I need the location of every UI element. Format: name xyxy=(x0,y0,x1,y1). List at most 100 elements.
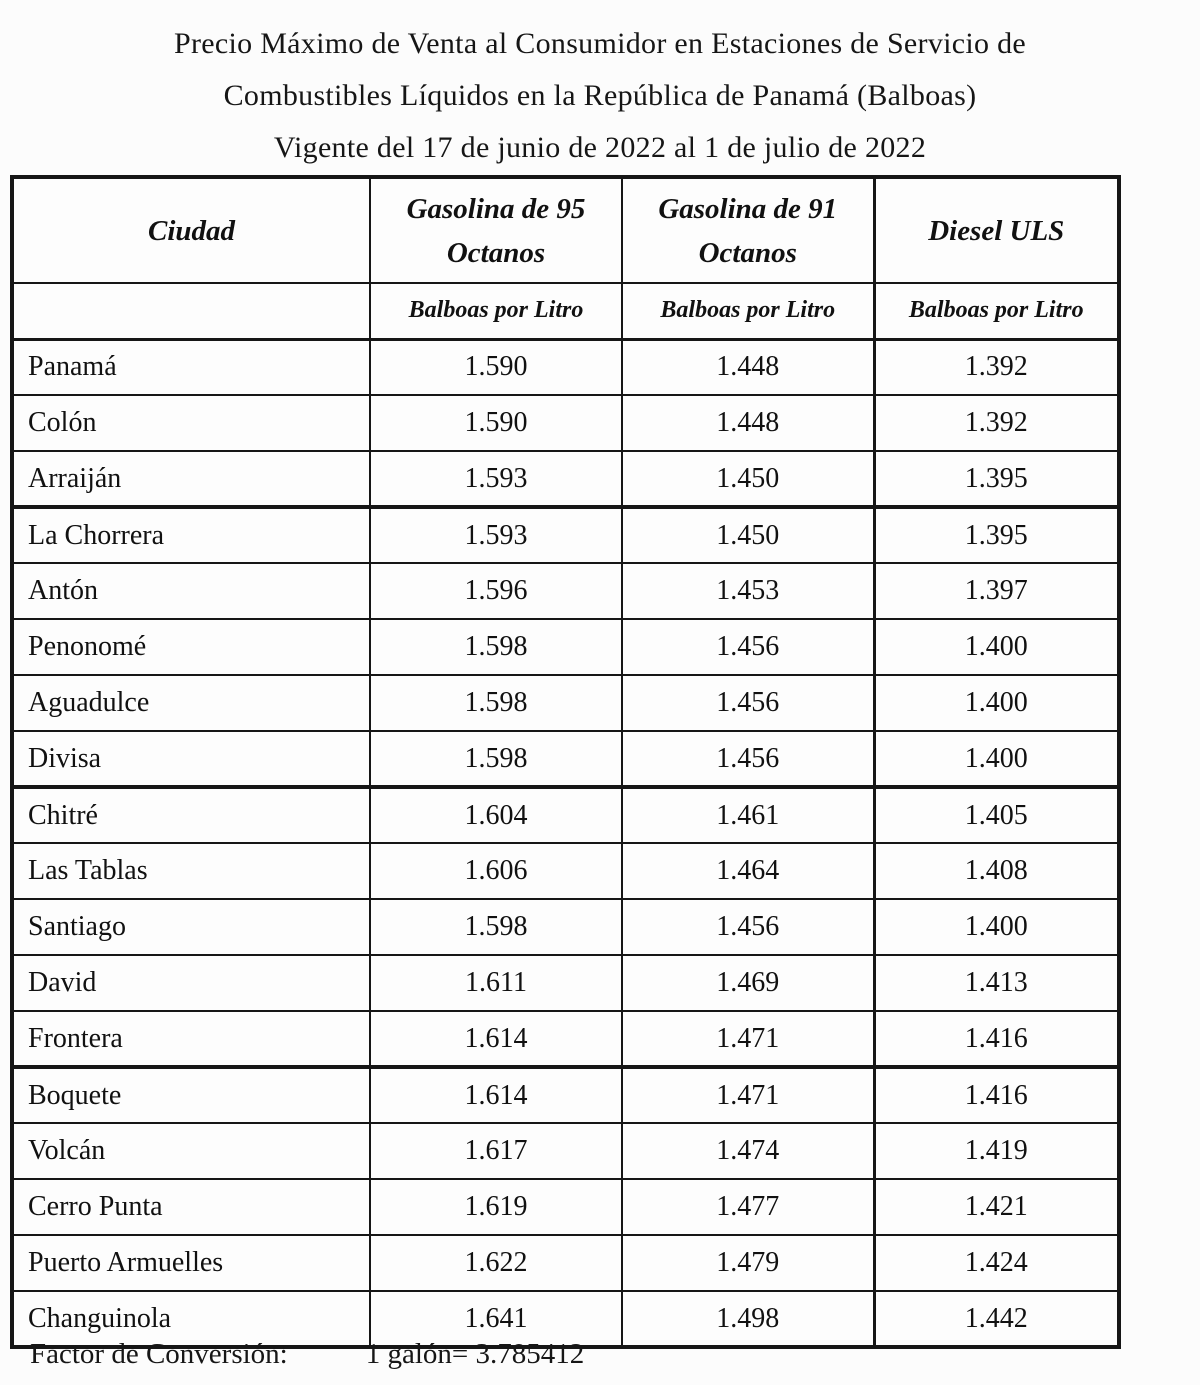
price-cell-gasolina-95: 1.598 xyxy=(369,618,623,676)
table-row: Boquete 1.614 1.471 1.416 xyxy=(11,1065,1120,1124)
unit-cell-gasolina-95: Balboas por Litro xyxy=(369,282,623,341)
price-cell-gasolina-95: 1.604 xyxy=(369,785,623,844)
table-row: Frontera 1.614 1.471 1.416 xyxy=(11,1010,1120,1068)
price-cell-gasolina-91: 1.474 xyxy=(621,1122,875,1180)
price-cell-diesel-uls: 1.400 xyxy=(872,618,1120,676)
city-cell: Aguadulce xyxy=(11,674,371,732)
city-cell: La Chorrera xyxy=(11,505,371,564)
table-row: Puerto Armuelles 1.622 1.479 1.424 xyxy=(11,1234,1120,1292)
table-row: Santiago 1.598 1.456 1.400 xyxy=(11,898,1120,956)
price-cell-diesel-uls: 1.442 xyxy=(872,1290,1120,1348)
price-cell-gasolina-91: 1.471 xyxy=(621,1065,875,1124)
price-cell-gasolina-91: 1.479 xyxy=(621,1234,875,1292)
table-row: Changuinola 1.641 1.498 1.442 xyxy=(11,1290,1120,1348)
price-cell-diesel-uls: 1.397 xyxy=(872,562,1120,620)
price-cell-diesel-uls: 1.400 xyxy=(872,730,1120,788)
city-cell: Puerto Armuelles xyxy=(11,1234,371,1292)
city-cell: Antón xyxy=(11,562,371,620)
price-cell-gasolina-95: 1.611 xyxy=(369,954,623,1012)
column-header-city: Ciudad xyxy=(11,176,371,284)
column-header-gasolina-95: Gasolina de 95 Octanos xyxy=(369,176,623,284)
price-cell-gasolina-95: 1.617 xyxy=(369,1122,623,1180)
city-cell: Colón xyxy=(11,394,371,452)
price-cell-gasolina-91: 1.464 xyxy=(621,842,875,900)
conversion-factor-label: Factor de Conversión: xyxy=(30,1338,288,1370)
table-row: Volcán 1.617 1.474 1.419 xyxy=(11,1122,1120,1180)
column-header-gasolina-91: Gasolina de 91 Octanos xyxy=(621,176,875,284)
price-cell-gasolina-95: 1.614 xyxy=(369,1065,623,1124)
price-cell-diesel-uls: 1.421 xyxy=(872,1178,1120,1236)
price-cell-diesel-uls: 1.424 xyxy=(872,1234,1120,1292)
price-cell-gasolina-95: 1.593 xyxy=(369,450,623,508)
table-row: David 1.611 1.469 1.413 xyxy=(11,954,1120,1012)
table-body: Panamá 1.590 1.448 1.392 Colón 1.590 1.448 1.39… xyxy=(11,338,1120,1348)
table-row: Panamá 1.590 1.448 1.392 xyxy=(11,338,1120,396)
price-cell-diesel-uls: 1.419 xyxy=(872,1122,1120,1180)
price-cell-diesel-uls: 1.395 xyxy=(872,450,1120,508)
city-cell: Divisa xyxy=(11,730,371,788)
price-cell-gasolina-91: 1.453 xyxy=(621,562,875,620)
table-row: Colón 1.590 1.448 1.392 xyxy=(11,394,1120,452)
price-cell-gasolina-91: 1.471 xyxy=(621,1010,875,1068)
fuel-price-table: Ciudad Gasolina de 95 Octanos Gasolina d… xyxy=(10,175,1121,1349)
price-cell-gasolina-91: 1.456 xyxy=(621,618,875,676)
unit-cell-empty xyxy=(11,282,371,341)
table-row: Arraiján 1.593 1.450 1.395 xyxy=(11,450,1120,508)
unit-cell-gasolina-91: Balboas por Litro xyxy=(621,282,875,341)
price-cell-diesel-uls: 1.392 xyxy=(872,338,1120,396)
price-cell-gasolina-95: 1.593 xyxy=(369,505,623,564)
price-cell-diesel-uls: 1.392 xyxy=(872,394,1120,452)
price-cell-diesel-uls: 1.395 xyxy=(872,505,1120,564)
price-cell-gasolina-95: 1.596 xyxy=(369,562,623,620)
price-cell-gasolina-91: 1.456 xyxy=(621,898,875,956)
table-header-row: Ciudad Gasolina de 95 Octanos Gasolina d… xyxy=(11,176,1120,284)
price-cell-diesel-uls: 1.413 xyxy=(872,954,1120,1012)
city-cell: Frontera xyxy=(11,1010,371,1068)
price-cell-gasolina-95: 1.641 xyxy=(369,1290,623,1348)
city-cell: Penonomé xyxy=(11,618,371,676)
price-cell-gasolina-91: 1.477 xyxy=(621,1178,875,1236)
title-line-3: Vigente del 17 de junio de 2022 al 1 de … xyxy=(273,131,927,164)
city-cell: Cerro Punta xyxy=(11,1178,371,1236)
title-line-1: Precio Máximo de Venta al Consumidor en … xyxy=(173,27,1027,60)
price-cell-gasolina-91: 1.448 xyxy=(621,394,875,452)
price-cell-gasolina-95: 1.598 xyxy=(369,674,623,732)
price-cell-gasolina-95: 1.619 xyxy=(369,1178,623,1236)
price-cell-gasolina-91: 1.448 xyxy=(621,338,875,396)
city-cell: Chitré xyxy=(11,785,371,844)
price-cell-diesel-uls: 1.400 xyxy=(872,674,1120,732)
table-unit-row: Balboas por Litro Balboas por Litro Balb… xyxy=(11,282,1120,341)
price-cell-gasolina-95: 1.590 xyxy=(369,394,623,452)
price-cell-gasolina-95: 1.598 xyxy=(369,898,623,956)
city-cell: Boquete xyxy=(11,1065,371,1124)
price-cell-gasolina-91: 1.456 xyxy=(621,674,875,732)
column-header-diesel-uls: Diesel ULS xyxy=(872,176,1120,284)
table-row: Aguadulce 1.598 1.456 1.400 xyxy=(11,674,1120,732)
city-cell: Arraiján xyxy=(11,450,371,508)
price-cell-diesel-uls: 1.416 xyxy=(872,1065,1120,1124)
table-row: Antón 1.596 1.453 1.397 xyxy=(11,562,1120,620)
price-cell-gasolina-91: 1.450 xyxy=(621,450,875,508)
price-cell-diesel-uls: 1.400 xyxy=(872,898,1120,956)
price-cell-gasolina-95: 1.614 xyxy=(369,1010,623,1068)
table-row: Chitré 1.604 1.461 1.405 xyxy=(11,785,1120,844)
price-cell-gasolina-91: 1.469 xyxy=(621,954,875,1012)
city-cell: Volcán xyxy=(11,1122,371,1180)
city-cell: Panamá xyxy=(11,338,371,396)
table-row: Penonomé 1.598 1.456 1.400 xyxy=(11,618,1120,676)
price-cell-gasolina-91: 1.456 xyxy=(621,730,875,788)
city-cell: Changuinola xyxy=(11,1290,371,1348)
price-cell-gasolina-91: 1.461 xyxy=(621,785,875,844)
price-cell-gasolina-95: 1.590 xyxy=(369,338,623,396)
price-cell-diesel-uls: 1.408 xyxy=(872,842,1120,900)
city-cell: Las Tablas xyxy=(11,842,371,900)
price-cell-gasolina-95: 1.598 xyxy=(369,730,623,788)
title-line-2: Combustibles Líquidos en la República de… xyxy=(223,79,977,112)
table-row: Las Tablas 1.606 1.464 1.408 xyxy=(11,842,1120,900)
city-cell: Santiago xyxy=(11,898,371,956)
conversion-factor-value: 1 galón= 3.785412 xyxy=(365,1338,585,1370)
document-title: Precio Máximo de Venta al Consumidor en … xyxy=(0,18,1200,174)
table-row: Divisa 1.598 1.456 1.400 xyxy=(11,730,1120,788)
price-cell-gasolina-95: 1.622 xyxy=(369,1234,623,1292)
